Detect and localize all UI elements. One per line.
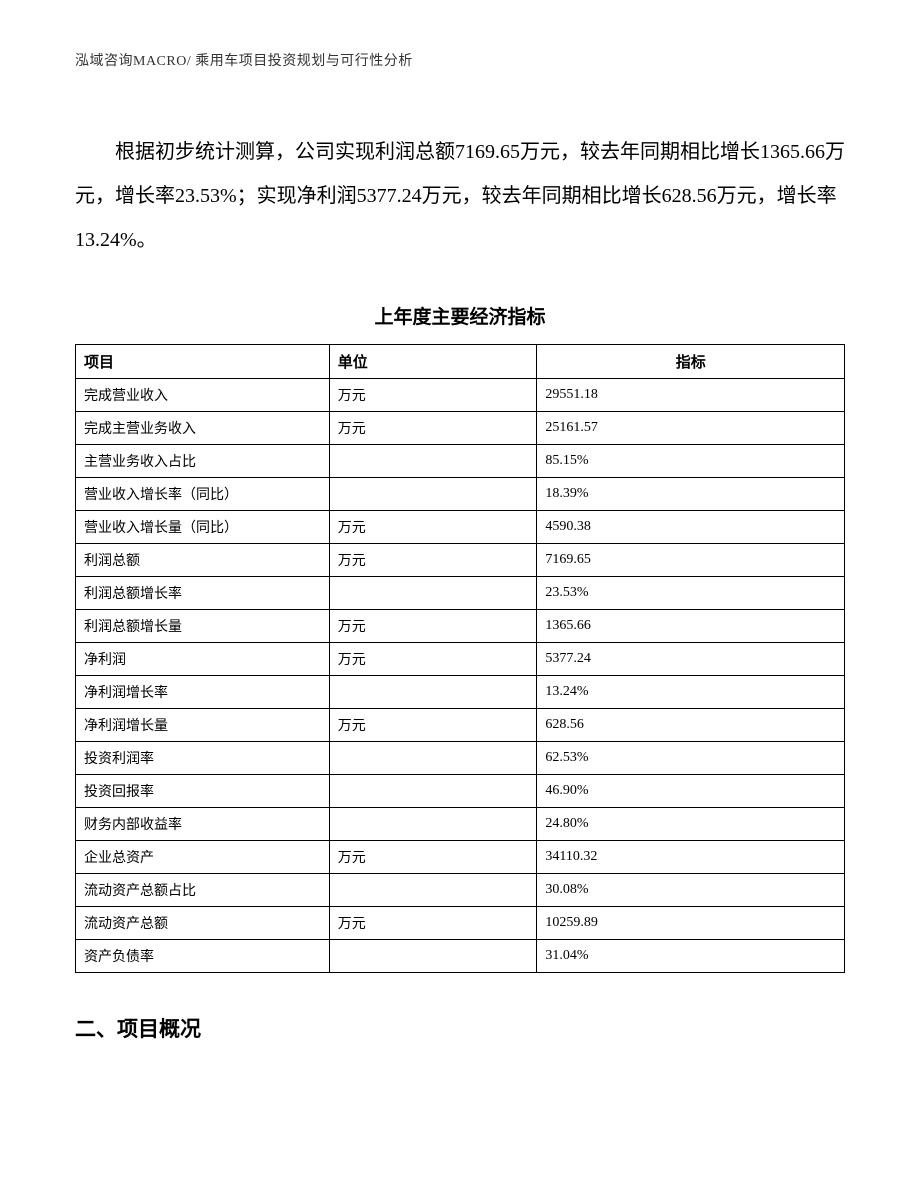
table-cell: 万元 (329, 379, 537, 412)
table-header-cell: 项目 (76, 345, 330, 379)
table-row: 净利润增长量万元628.56 (76, 709, 845, 742)
table-cell: 1365.66 (537, 610, 845, 643)
table-cell (329, 478, 537, 511)
table-cell: 完成主营业务收入 (76, 412, 330, 445)
table-row: 企业总资产万元34110.32 (76, 841, 845, 874)
table-cell: 31.04% (537, 940, 845, 973)
table-header-cell: 指标 (537, 345, 845, 379)
table-row: 完成营业收入万元29551.18 (76, 379, 845, 412)
table-cell: 流动资产总额占比 (76, 874, 330, 907)
economic-indicators-table: 项目 单位 指标 完成营业收入万元29551.18完成主营业务收入万元25161… (75, 344, 845, 973)
table-cell: 25161.57 (537, 412, 845, 445)
table-cell: 净利润增长率 (76, 676, 330, 709)
table-cell (329, 808, 537, 841)
section-heading: 二、项目概况 (75, 1013, 845, 1043)
table-row: 利润总额增长量万元1365.66 (76, 610, 845, 643)
table-cell (329, 775, 537, 808)
table-row: 投资利润率 62.53% (76, 742, 845, 775)
table-cell: 企业总资产 (76, 841, 330, 874)
table-row: 营业收入增长量（同比）万元4590.38 (76, 511, 845, 544)
table-cell: 7169.65 (537, 544, 845, 577)
table-cell (329, 940, 537, 973)
table-cell: 投资利润率 (76, 742, 330, 775)
table-row: 利润总额万元7169.65 (76, 544, 845, 577)
table-cell: 主营业务收入占比 (76, 445, 330, 478)
table-cell: 万元 (329, 610, 537, 643)
table-cell: 流动资产总额 (76, 907, 330, 940)
table-cell: 30.08% (537, 874, 845, 907)
table-cell: 利润总额增长率 (76, 577, 330, 610)
table-cell (329, 874, 537, 907)
table-row: 净利润增长率 13.24% (76, 676, 845, 709)
table-row: 资产负债率 31.04% (76, 940, 845, 973)
table-row: 净利润万元5377.24 (76, 643, 845, 676)
body-paragraph: 根据初步统计测算，公司实现利润总额7169.65万元，较去年同期相比增长1365… (75, 130, 845, 262)
table-cell: 营业收入增长率（同比） (76, 478, 330, 511)
table-cell: 4590.38 (537, 511, 845, 544)
table-cell: 财务内部收益率 (76, 808, 330, 841)
table-cell: 24.80% (537, 808, 845, 841)
table-cell: 34110.32 (537, 841, 845, 874)
table-cell: 营业收入增长量（同比） (76, 511, 330, 544)
table-cell: 资产负债率 (76, 940, 330, 973)
table-cell: 46.90% (537, 775, 845, 808)
table-cell (329, 742, 537, 775)
table-title: 上年度主要经济指标 (75, 302, 845, 329)
table-row: 完成主营业务收入万元25161.57 (76, 412, 845, 445)
table-header-cell: 单位 (329, 345, 537, 379)
table-cell: 万元 (329, 412, 537, 445)
table-cell: 万元 (329, 643, 537, 676)
table-cell: 完成营业收入 (76, 379, 330, 412)
table-row: 主营业务收入占比 85.15% (76, 445, 845, 478)
table-cell (329, 676, 537, 709)
page-header: 泓域咨询MACRO/ 乘用车项目投资规划与可行性分析 (75, 50, 845, 70)
table-cell: 万元 (329, 709, 537, 742)
table-cell: 23.53% (537, 577, 845, 610)
table-cell: 13.24% (537, 676, 845, 709)
table-cell: 628.56 (537, 709, 845, 742)
table-row: 投资回报率 46.90% (76, 775, 845, 808)
table-row: 流动资产总额占比 30.08% (76, 874, 845, 907)
table-header-row: 项目 单位 指标 (76, 345, 845, 379)
table-cell (329, 445, 537, 478)
table-cell: 万元 (329, 907, 537, 940)
table-row: 流动资产总额万元10259.89 (76, 907, 845, 940)
table-row: 财务内部收益率 24.80% (76, 808, 845, 841)
table-cell: 5377.24 (537, 643, 845, 676)
table-cell: 18.39% (537, 478, 845, 511)
table-cell: 62.53% (537, 742, 845, 775)
table-row: 利润总额增长率 23.53% (76, 577, 845, 610)
table-cell: 利润总额 (76, 544, 330, 577)
table-cell: 29551.18 (537, 379, 845, 412)
table-cell: 85.15% (537, 445, 845, 478)
table-cell: 万元 (329, 841, 537, 874)
table-cell: 万元 (329, 544, 537, 577)
table-cell: 净利润增长量 (76, 709, 330, 742)
table-cell: 投资回报率 (76, 775, 330, 808)
table-row: 营业收入增长率（同比） 18.39% (76, 478, 845, 511)
table-cell: 10259.89 (537, 907, 845, 940)
table-cell (329, 577, 537, 610)
table-cell: 净利润 (76, 643, 330, 676)
table-cell: 万元 (329, 511, 537, 544)
table-cell: 利润总额增长量 (76, 610, 330, 643)
